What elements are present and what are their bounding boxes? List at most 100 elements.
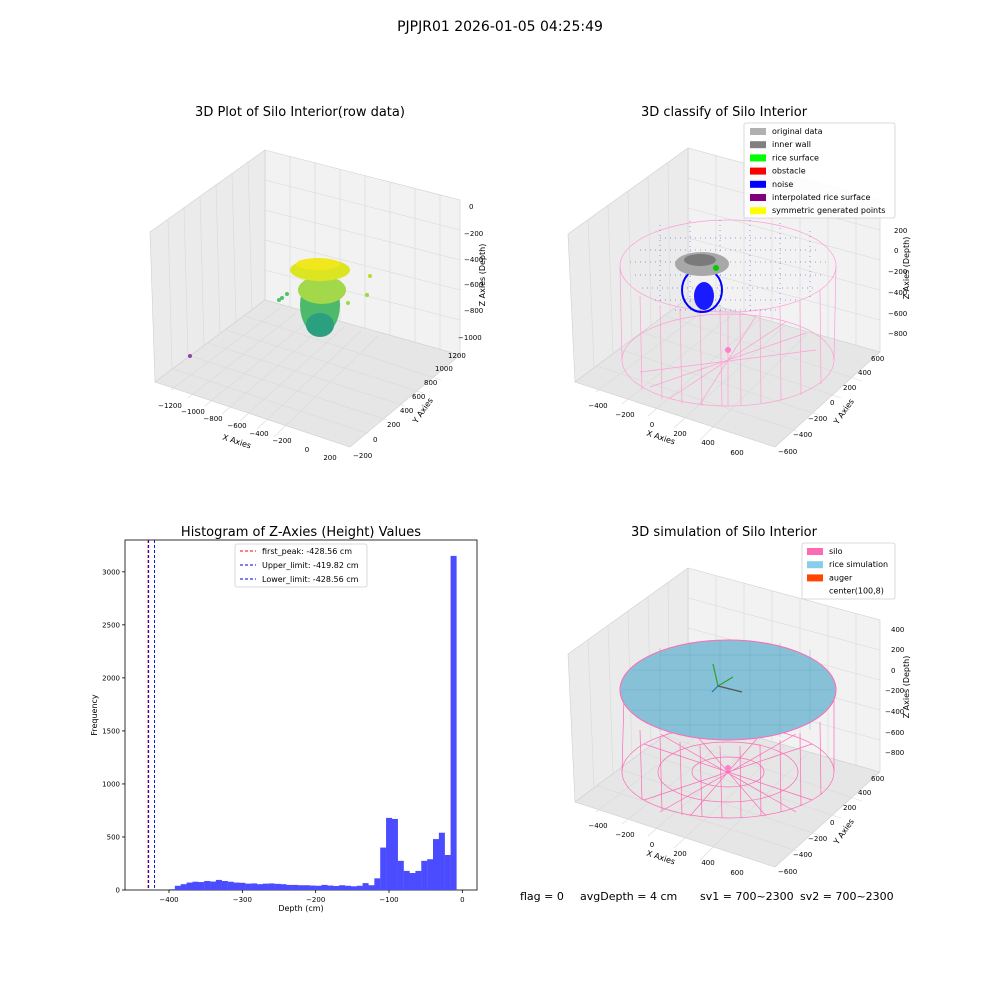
classify-x-ticks: −400 −200 0 200 400 600 bbox=[588, 402, 743, 457]
raw-x-tick: −600 bbox=[227, 422, 246, 430]
histogram-bar bbox=[444, 855, 451, 890]
classify-z-tick: 200 bbox=[894, 227, 907, 235]
simulation-x-tick: −200 bbox=[615, 831, 634, 839]
classify-z-tick: −800 bbox=[888, 330, 907, 338]
legend-frame bbox=[743, 122, 896, 219]
histogram-bar bbox=[274, 883, 281, 890]
histogram-bar bbox=[286, 884, 293, 890]
classify-legend-label: obstacle bbox=[772, 167, 806, 176]
histogram-x-label: Depth (cm) bbox=[278, 904, 323, 913]
classify-x-tick: 400 bbox=[701, 439, 714, 447]
panel-simulation-3d: 3D simulation of Silo Interior bbox=[567, 525, 911, 877]
raw-z-tick: −600 bbox=[464, 281, 483, 289]
raw-cloud-top-highlight bbox=[296, 258, 340, 270]
histogram-bar bbox=[221, 880, 228, 890]
histogram-x-tick-label: −300 bbox=[233, 896, 252, 904]
simulation-x-ticks: −400 −200 0 200 400 600 bbox=[588, 822, 743, 877]
inner-wall-cluster bbox=[684, 254, 716, 266]
raw-x-tick: −400 bbox=[249, 430, 268, 438]
raw-y-tick: −200 bbox=[353, 452, 372, 460]
raw-z-tick: −800 bbox=[464, 307, 483, 315]
footer-flag: flag = 0 bbox=[520, 890, 564, 903]
histogram-bar bbox=[215, 879, 222, 890]
histogram-bar bbox=[315, 885, 322, 890]
histogram-bar bbox=[321, 884, 328, 890]
histogram-bar bbox=[391, 818, 398, 890]
footer-sv1: sv1 = 700~2300 bbox=[700, 890, 794, 903]
simulation-legend-label: rice simulation bbox=[829, 560, 888, 569]
simulation-z-tick: −400 bbox=[885, 708, 904, 716]
panel-raw-title: 3D Plot of Silo Interior(row data) bbox=[195, 105, 405, 120]
simulation-y-label: Y Axies bbox=[831, 817, 856, 847]
panel-histogram: Histogram of Z-Axies (Height) Values −40… bbox=[90, 525, 478, 913]
footer-avg-depth: avgDepth = 4 cm bbox=[580, 890, 677, 903]
classify-y-tick: −400 bbox=[793, 431, 812, 439]
panel-raw-3d: 3D Plot of Silo Interior(row data) bbox=[149, 105, 487, 462]
footer-sv2: sv2 = 700~2300 bbox=[800, 890, 894, 903]
classify-x-label: X Axies bbox=[645, 429, 676, 447]
raw-x-ticks: −1200 −1000 −800 −600 −400 −200 0 200 bbox=[158, 402, 337, 462]
histogram-bar bbox=[292, 884, 299, 890]
simulation-z-tick: 0 bbox=[891, 667, 895, 675]
histogram-bar bbox=[251, 883, 258, 890]
histogram-bar bbox=[192, 881, 199, 890]
histogram-bar bbox=[362, 883, 369, 890]
classify-y-tick: 200 bbox=[843, 384, 856, 392]
raw-y-ticks: −200 0 200 400 600 800 1000 1200 bbox=[353, 352, 466, 460]
classify-z-label: Z Axies (Depth) bbox=[902, 237, 911, 300]
histogram-bar bbox=[204, 880, 211, 890]
simulation-z-tick: −600 bbox=[885, 729, 904, 737]
simulation-z-ticks: 400 200 0 −200 −400 −600 −800 bbox=[885, 626, 904, 757]
histogram-bar bbox=[257, 884, 264, 890]
simulation-x-tick: 200 bbox=[673, 850, 686, 858]
simulation-z-tick: 200 bbox=[891, 646, 904, 654]
panel-classify-3d: 3D classify of Silo Interior bbox=[567, 105, 911, 457]
simulation-z-tick: −200 bbox=[885, 687, 904, 695]
simulation-y-tick: 600 bbox=[871, 775, 884, 783]
simulation-center-mark bbox=[725, 765, 731, 771]
histogram-bar bbox=[174, 885, 181, 890]
simulation-x-tick: 0 bbox=[650, 841, 654, 849]
simulation-legend-swatch bbox=[807, 574, 823, 582]
histogram-bar bbox=[374, 878, 381, 890]
histogram-y-tick-label: 2000 bbox=[102, 674, 120, 682]
histogram-bar bbox=[180, 884, 187, 890]
histogram-y-tick-label: 1500 bbox=[102, 727, 120, 735]
raw-y-tick: 200 bbox=[387, 421, 400, 429]
classify-y-tick: −200 bbox=[808, 415, 827, 423]
classify-y-tick: 0 bbox=[830, 399, 834, 407]
classify-legend: original data inner wall rice surface obsta… bbox=[743, 122, 896, 219]
silo-edge bbox=[833, 265, 837, 361]
legend-frame bbox=[234, 543, 368, 588]
histogram-bar bbox=[280, 884, 287, 890]
classify-legend-swatch bbox=[750, 141, 766, 149]
histogram-bar bbox=[210, 881, 217, 890]
raw-x-label: X Axies bbox=[221, 433, 252, 451]
histogram-bar bbox=[345, 885, 352, 890]
raw-outlier-point bbox=[277, 298, 281, 302]
histogram-bar bbox=[233, 882, 240, 890]
histogram-bar bbox=[397, 860, 404, 890]
histogram-bar bbox=[298, 885, 305, 890]
auger-axis bbox=[717, 685, 743, 693]
histogram-y-label: Frequency bbox=[90, 694, 99, 736]
simulation-y-tick: −200 bbox=[808, 835, 827, 843]
raw-outlier-point bbox=[365, 293, 369, 297]
simulation-legend-label: center(100,8) bbox=[829, 587, 884, 596]
histogram-bar bbox=[333, 885, 340, 890]
histogram-legend-label: first_peak: -428.56 cm bbox=[262, 547, 352, 556]
raw-outlier-point bbox=[188, 354, 192, 358]
classify-y-tick: 600 bbox=[871, 355, 884, 363]
classify-legend-swatch bbox=[750, 128, 766, 135]
panel-classify-title: 3D classify of Silo Interior bbox=[641, 105, 808, 120]
figure-suptitle: PJPJR01 2026-01-05 04:25:49 bbox=[397, 19, 603, 35]
histogram-x-tick-label: −100 bbox=[379, 896, 398, 904]
auger-glyph bbox=[711, 663, 743, 693]
simulation-y-ticks: −600 −400 −200 0 200 400 600 bbox=[778, 775, 884, 876]
histogram-bar bbox=[268, 883, 275, 890]
pane-grid bbox=[167, 156, 461, 438]
simulation-z-tick: 400 bbox=[891, 626, 904, 634]
histogram-bar bbox=[356, 885, 363, 890]
histogram-frame bbox=[124, 539, 478, 891]
classify-legend-label: symmetric generated points bbox=[772, 206, 885, 215]
